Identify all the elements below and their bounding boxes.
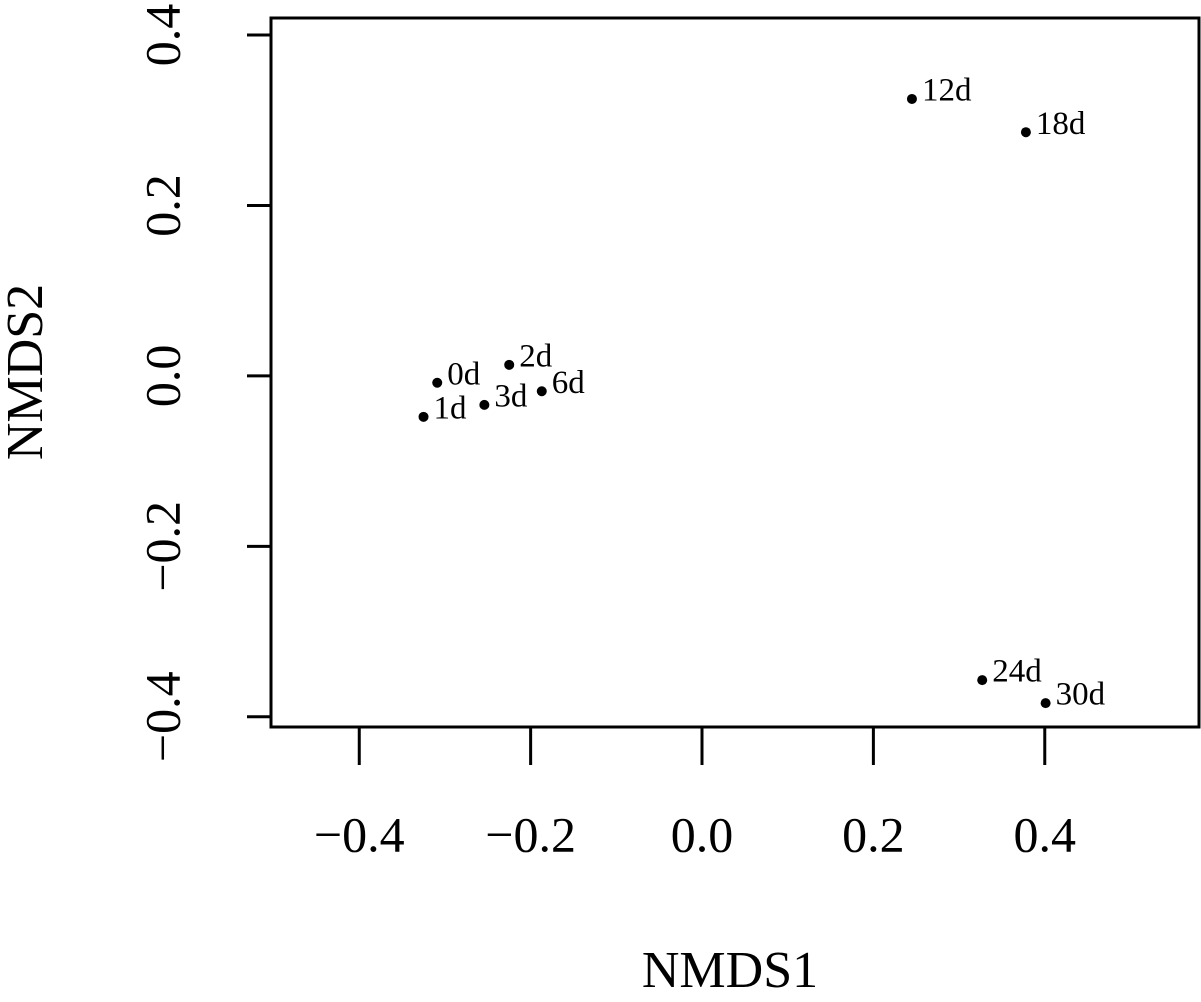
point-label: 1d (434, 390, 468, 426)
point-label: 3d (494, 378, 528, 414)
x-tick-label: −0.2 (485, 806, 576, 862)
y-tick-label: −0.4 (134, 671, 190, 762)
point (1040, 698, 1051, 709)
point-label: 6d (552, 365, 586, 401)
point-label: 12d (922, 73, 972, 109)
point (1020, 127, 1031, 138)
point (432, 377, 443, 388)
x-tick-label: 0.4 (1014, 806, 1077, 862)
point-label: 2d (519, 338, 553, 374)
point (536, 386, 547, 397)
point (479, 399, 490, 410)
point-label: 0d (447, 356, 481, 392)
x-tick-label: −0.4 (314, 806, 405, 862)
y-tick-label: 0.2 (134, 174, 190, 237)
x-tick-label: 0.0 (671, 806, 734, 862)
point (906, 93, 917, 104)
y-axis-title: NMDS2 (0, 284, 54, 460)
x-axis-title: NMDS1 (642, 942, 818, 999)
x-tick-label: 0.2 (842, 806, 905, 862)
point-label: 18d (1036, 106, 1086, 142)
point (977, 675, 988, 686)
y-tick-label: −0.2 (134, 501, 190, 592)
point (418, 411, 429, 422)
y-tick-label: 0.0 (134, 345, 190, 408)
point-label: 24d (992, 654, 1042, 690)
y-tick-label: 0.4 (134, 4, 190, 67)
point-label: 30d (1056, 677, 1106, 713)
point (504, 359, 515, 370)
